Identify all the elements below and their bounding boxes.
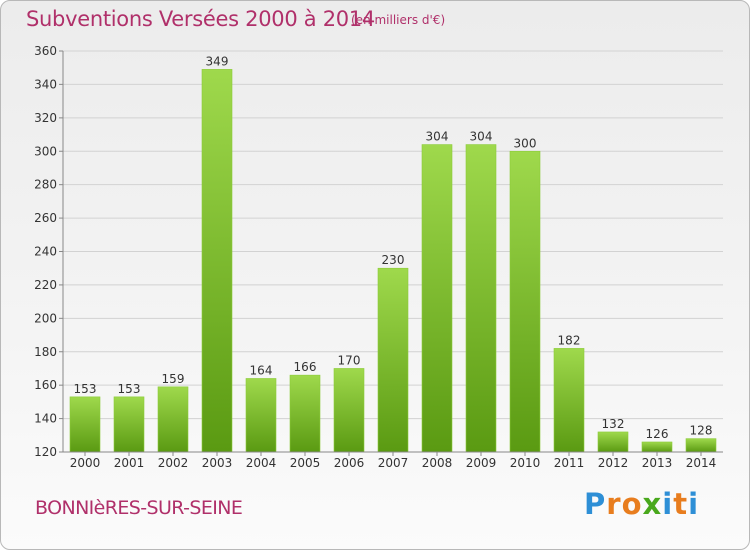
logo-letter: o — [621, 487, 643, 521]
bar-2008[interactable] — [421, 144, 453, 453]
value-label-2012: 132 — [602, 417, 625, 431]
x-tick-label-2011: 2011 — [554, 456, 585, 470]
y-tick-label-200: 200 — [34, 311, 57, 325]
y-tick-label-220: 220 — [34, 278, 57, 292]
x-tick-label-2004: 2004 — [246, 456, 277, 470]
value-label-2001: 153 — [118, 382, 141, 396]
value-label-2003: 349 — [206, 54, 229, 68]
x-tick-label-2014: 2014 — [686, 456, 717, 470]
y-tick-label-280: 280 — [34, 178, 57, 192]
y-tick-label-320: 320 — [34, 111, 57, 125]
bar-2005[interactable] — [289, 374, 321, 453]
bar-2012[interactable] — [597, 431, 629, 453]
x-tick-label-2008: 2008 — [422, 456, 453, 470]
bar-2002[interactable] — [157, 386, 189, 453]
x-tick-label-2006: 2006 — [334, 456, 365, 470]
logo-letter: i — [662, 487, 674, 521]
value-label-2009: 304 — [470, 130, 493, 144]
logo-letter: i — [688, 487, 700, 521]
y-tick-label-260: 260 — [34, 211, 57, 225]
bar-2006[interactable] — [333, 368, 365, 453]
bars: 153 153 159 349 164 166 170 230 304 304 300 182 132 1… — [69, 54, 717, 453]
chart-title: Subventions Versées 2000 à 2014 — [26, 7, 375, 31]
x-tick-label-2012: 2012 — [598, 456, 629, 470]
y-tick-label-160: 160 — [34, 378, 57, 392]
value-label-2000: 153 — [74, 382, 97, 396]
bar-2003[interactable] — [201, 69, 233, 453]
y-tick-label-340: 340 — [34, 77, 57, 91]
bar-2000[interactable] — [69, 396, 101, 453]
bar-2011[interactable] — [553, 348, 585, 453]
logo-letter: x — [642, 487, 663, 521]
y-tick-label-180: 180 — [34, 345, 57, 359]
x-tick-label-2005: 2005 — [290, 456, 321, 470]
x-tick-label-2000: 2000 — [70, 456, 101, 470]
value-label-2013: 126 — [646, 427, 669, 441]
x-tick-label-2001: 2001 — [114, 456, 145, 470]
logo-letter: r — [606, 487, 622, 521]
bar-2004[interactable] — [245, 378, 277, 453]
bar-2010[interactable] — [509, 150, 541, 453]
chart-subtitle: (en milliers d'€) — [351, 13, 446, 27]
x-tick-label-2013: 2013 — [642, 456, 673, 470]
x-tick-label-2009: 2009 — [466, 456, 497, 470]
value-label-2004: 164 — [250, 363, 273, 377]
value-label-2011: 182 — [558, 333, 581, 347]
bar-2013[interactable] — [641, 441, 673, 453]
y-tick-label-360: 360 — [34, 44, 57, 58]
bar-2009[interactable] — [465, 144, 497, 453]
value-label-2002: 159 — [162, 372, 185, 386]
town-name: BONNIèRES-SUR-SEINE — [35, 497, 243, 519]
x-tick-label-2002: 2002 — [158, 456, 189, 470]
logo-letter: P — [584, 487, 607, 521]
x-tick-label-2003: 2003 — [202, 456, 233, 470]
x-tick-label-2007: 2007 — [378, 456, 409, 470]
proxiti-logo[interactable]: Proxiti — [584, 487, 699, 521]
value-label-2008: 304 — [426, 130, 449, 144]
bar-2001[interactable] — [113, 396, 145, 453]
value-label-2006: 170 — [338, 353, 361, 367]
value-label-2010: 300 — [514, 136, 537, 150]
value-label-2014: 128 — [690, 424, 713, 438]
bar-2007[interactable] — [377, 267, 409, 453]
y-tick-label-300: 300 — [34, 144, 57, 158]
y-tick-label-120: 120 — [34, 445, 57, 459]
value-label-2005: 166 — [294, 360, 317, 374]
bar-2014[interactable] — [685, 438, 717, 453]
y-tick-label-140: 140 — [34, 412, 57, 426]
logo-letter: t — [673, 487, 689, 521]
axes: 120 140 160 180 200 220 240 260 280 300 320 340 360 2… — [34, 44, 723, 470]
value-label-2007: 230 — [382, 253, 405, 267]
x-tick-label-2010: 2010 — [510, 456, 541, 470]
y-tick-label-240: 240 — [34, 245, 57, 259]
